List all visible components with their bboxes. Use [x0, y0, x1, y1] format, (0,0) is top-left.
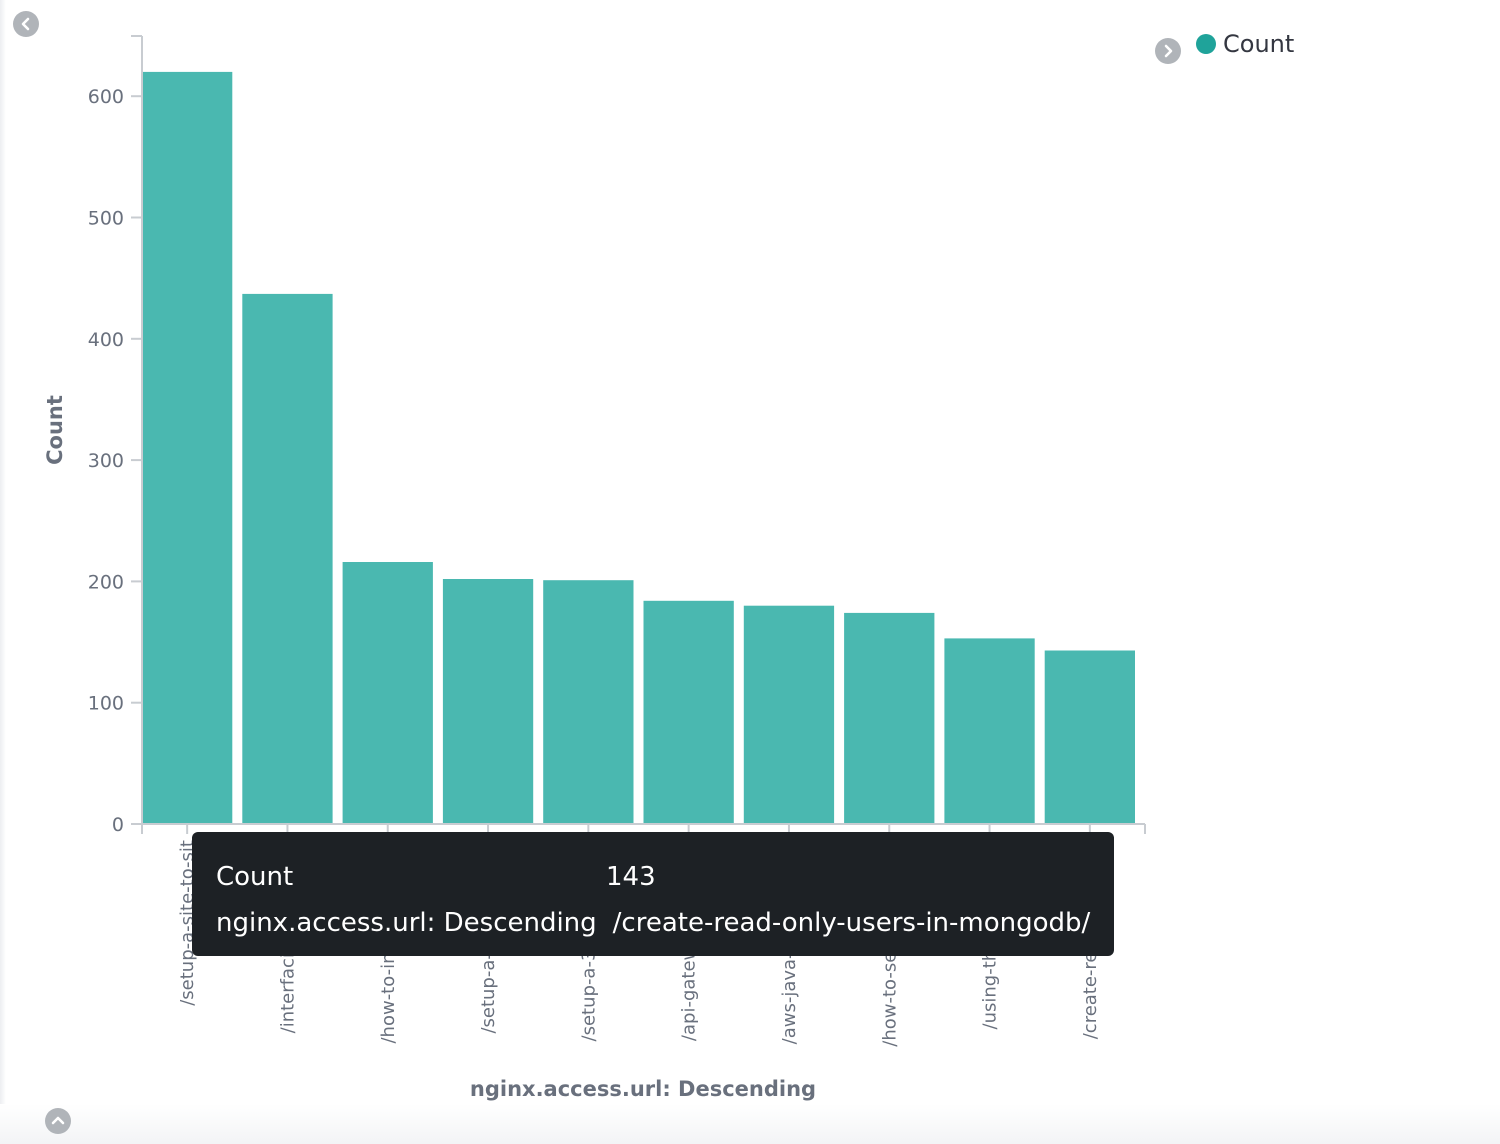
- y-tick-label: 300: [88, 450, 124, 472]
- tooltip-value: /create-read-only-users-in-mongodb/: [612, 908, 1091, 938]
- chevron-up-icon: [51, 1116, 65, 1125]
- legend-color-dot: [1196, 34, 1216, 54]
- y-tick-label: 100: [88, 693, 124, 715]
- x-axis-title: nginx.access.url: Descending: [470, 1077, 816, 1101]
- y-tick-label: 600: [88, 86, 124, 108]
- collapse-panel-button[interactable]: [13, 11, 39, 37]
- expand-panel-button[interactable]: [45, 1108, 71, 1134]
- chart-tooltip: Count 143 nginx.access.url: Descending /…: [192, 832, 1114, 956]
- bar-7[interactable]: [743, 605, 835, 824]
- y-tick-label: 0: [112, 814, 124, 836]
- bar-2[interactable]: [242, 293, 333, 824]
- bar-5[interactable]: [543, 580, 634, 824]
- bar-6[interactable]: [643, 600, 734, 824]
- chevron-right-icon: [1164, 44, 1173, 58]
- bar-3[interactable]: [342, 562, 433, 824]
- panel-left-edge: [0, 0, 6, 1144]
- bar-1[interactable]: [142, 71, 233, 824]
- bar-8[interactable]: [844, 612, 935, 824]
- bar-10[interactable]: [1044, 650, 1135, 825]
- tooltip-row-count: Count 143: [216, 854, 1090, 900]
- y-tick-label: 500: [88, 208, 124, 230]
- chevron-left-icon: [21, 17, 30, 31]
- legend-label: Count: [1223, 30, 1295, 58]
- y-tick-label: 200: [88, 571, 124, 593]
- tooltip-key: Count: [216, 862, 294, 892]
- panel-bottom-shade: [0, 1104, 1500, 1144]
- legend-item-count[interactable]: Count: [1196, 30, 1294, 58]
- y-axis-title: Count: [43, 395, 67, 465]
- tooltip-row-url: nginx.access.url: Descending /create-rea…: [216, 900, 1090, 946]
- bar-9[interactable]: [944, 638, 1035, 824]
- tooltip-value: 143: [606, 862, 656, 892]
- bar-4[interactable]: [442, 579, 534, 824]
- tooltip-key: nginx.access.url: Descending: [216, 908, 597, 938]
- y-tick-label: 400: [88, 329, 124, 351]
- legend-toggle-button[interactable]: [1155, 38, 1181, 64]
